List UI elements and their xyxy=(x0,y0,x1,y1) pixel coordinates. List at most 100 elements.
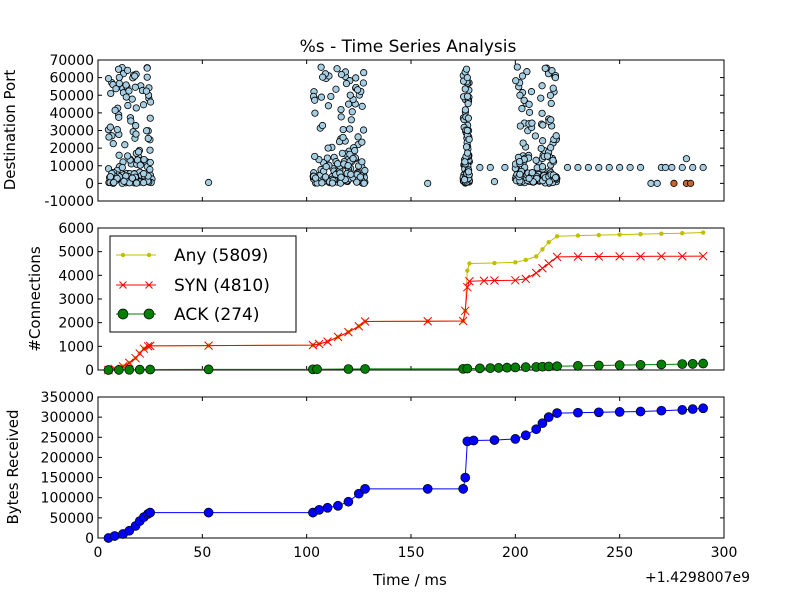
series-point-ack xyxy=(493,363,504,373)
port-point xyxy=(661,163,670,172)
y-tick-label: 250000 xyxy=(41,430,94,446)
port-point xyxy=(347,170,355,178)
bytes-received-ylabel: Bytes Received xyxy=(4,409,22,524)
series-point-syn xyxy=(145,341,155,351)
series-point-syn xyxy=(594,252,604,261)
connections-ylabel: #Connections xyxy=(26,246,44,351)
port-point-outlier xyxy=(670,179,678,187)
series-point-syn xyxy=(143,341,153,351)
port-point xyxy=(605,163,613,172)
y-tick-label: 40000 xyxy=(49,106,94,122)
port-point xyxy=(462,143,471,151)
port-point xyxy=(501,163,509,172)
port-point xyxy=(334,160,342,168)
series-point-ack xyxy=(343,364,354,374)
port-point xyxy=(358,138,366,146)
port-point xyxy=(146,165,154,174)
series-point-ack xyxy=(614,360,625,370)
series-point-bytes xyxy=(573,407,583,418)
port-point xyxy=(120,177,128,185)
port-point xyxy=(538,109,546,117)
port-point xyxy=(146,114,154,122)
series-point-bytes xyxy=(333,500,343,511)
port-point xyxy=(143,64,151,72)
series-point-syn xyxy=(333,332,343,342)
port-point xyxy=(317,93,326,101)
port-point xyxy=(143,73,151,81)
port-point xyxy=(123,66,132,74)
port-point xyxy=(682,155,691,163)
y-tick-label: 300000 xyxy=(41,410,94,426)
series-point-ack xyxy=(687,358,698,369)
port-point xyxy=(513,63,521,71)
series-point-any xyxy=(596,232,601,238)
port-point xyxy=(140,155,148,164)
series-point-ack xyxy=(124,364,135,375)
port-point xyxy=(463,92,472,100)
port-point xyxy=(358,158,366,166)
chart-title: %s - Time Series Analysis xyxy=(300,37,517,57)
series-point-syn xyxy=(344,327,353,337)
port-point xyxy=(525,108,534,116)
port-point xyxy=(519,139,527,147)
series-point-syn xyxy=(490,276,499,285)
port-point xyxy=(516,170,524,178)
plot-frame xyxy=(97,59,725,202)
port-point xyxy=(520,96,528,104)
port-point xyxy=(346,91,354,99)
port-point xyxy=(539,121,547,129)
port-point xyxy=(563,163,572,172)
port-point xyxy=(689,163,697,172)
y-tick-label: 100000 xyxy=(41,491,94,507)
port-point xyxy=(354,86,362,94)
y-tick-label: 1000 xyxy=(58,339,94,355)
port-point xyxy=(110,178,118,187)
port-point xyxy=(551,74,559,82)
series-point-ack xyxy=(677,359,688,369)
port-point xyxy=(359,79,368,87)
legend-item-syn: SYN (4810) xyxy=(116,276,270,296)
port-point xyxy=(109,140,117,148)
port-point xyxy=(112,85,120,93)
port-point xyxy=(516,122,524,130)
y-tick-label: 30000 xyxy=(49,124,94,140)
port-point xyxy=(531,132,539,140)
port-point xyxy=(516,91,524,99)
series-point-any xyxy=(659,231,664,236)
port-point xyxy=(547,116,555,124)
series-point-bytes xyxy=(537,418,548,429)
legend-syn-marker xyxy=(145,281,153,289)
port-point xyxy=(549,156,557,164)
port-point xyxy=(311,109,319,117)
port-point-outlier xyxy=(687,179,695,187)
port-point xyxy=(668,163,676,172)
port-point xyxy=(104,74,113,83)
port-point xyxy=(124,101,132,110)
port-point xyxy=(131,83,139,91)
series-point-syn xyxy=(544,259,554,268)
port-point xyxy=(465,135,473,143)
port-point xyxy=(538,82,546,90)
port-point xyxy=(322,163,330,171)
port-point xyxy=(339,133,347,142)
bytes-received-panel: Bytes Received 0 50000 100000 150000 200000 2… xyxy=(4,390,750,589)
port-point xyxy=(106,123,114,131)
legend-any-marker xyxy=(120,252,126,258)
series-point-any xyxy=(700,230,706,235)
series-point-ack xyxy=(462,363,473,374)
port-point xyxy=(317,63,325,71)
port-point xyxy=(549,84,557,92)
port-point xyxy=(699,163,707,172)
port-point xyxy=(462,65,471,73)
series-point-bytes xyxy=(343,496,354,507)
legend-ack-marker xyxy=(117,308,129,320)
port-point xyxy=(486,163,494,172)
port-point xyxy=(528,169,536,177)
port-point xyxy=(356,173,364,181)
port-point xyxy=(464,100,472,108)
port-point xyxy=(115,73,123,82)
y-tick-label: 4000 xyxy=(58,268,94,284)
port-point xyxy=(319,73,327,81)
series-point-ack xyxy=(360,364,370,374)
x-tick-label: 50 xyxy=(193,545,211,561)
